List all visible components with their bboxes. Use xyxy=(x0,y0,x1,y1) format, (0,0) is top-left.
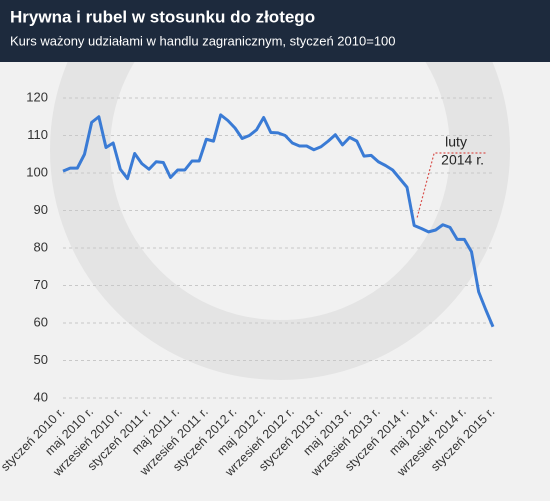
y-tick-label: 40 xyxy=(34,389,48,404)
y-tick-label: 120 xyxy=(26,89,48,104)
y-tick-label: 70 xyxy=(34,277,48,292)
y-tick-label: 60 xyxy=(34,314,48,329)
data-line xyxy=(62,113,495,328)
y-tick-label: 100 xyxy=(26,164,48,179)
y-tick-label: 50 xyxy=(34,352,48,367)
annotation-leader xyxy=(416,152,487,218)
y-tick-label: 90 xyxy=(34,202,48,217)
header xyxy=(0,0,550,62)
chart-title: Hrywna i rubel w stosunku do złotego xyxy=(10,7,315,26)
watermark xyxy=(50,0,510,380)
annotation-text: luty xyxy=(445,134,467,150)
y-tick-label: 110 xyxy=(27,127,48,142)
annotation-text: 2014 r. xyxy=(441,152,484,168)
chart-subtitle: Kurs ważony udziałami w handlu zagranicz… xyxy=(10,33,396,48)
y-tick-label: 80 xyxy=(34,239,48,254)
